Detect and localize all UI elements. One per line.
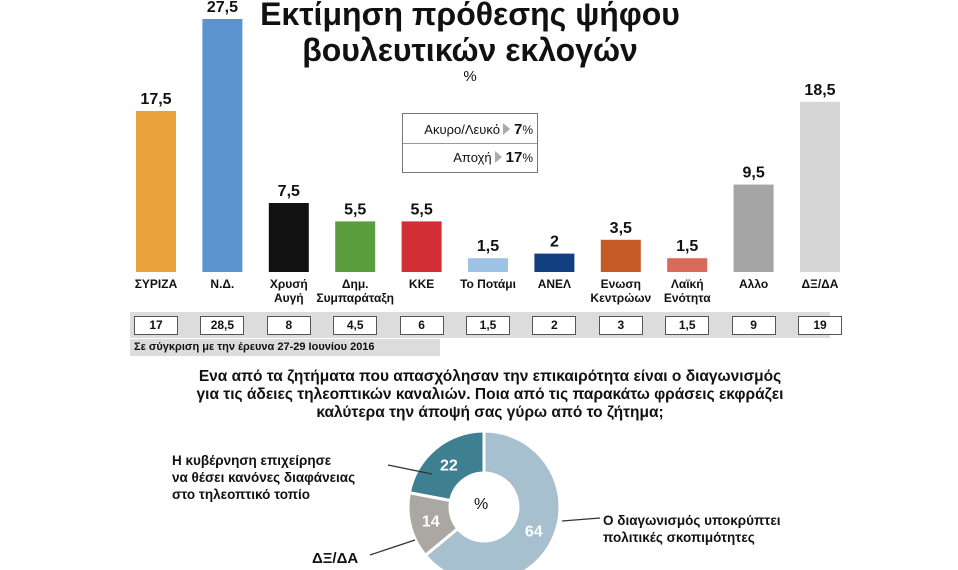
category-label: Αλλο — [739, 277, 768, 291]
legend-abstention: Αποχή 17% — [453, 145, 533, 169]
donut-slice-label: 64 — [525, 523, 543, 540]
legend-invalid-value: 7 — [513, 120, 523, 138]
label-line: Η κυβέρνηση επιχείρησε — [172, 453, 332, 468]
category-label: ΔΞ/ΔΑ — [802, 277, 839, 291]
legend-abstention-label: Αποχή — [453, 149, 492, 165]
category-label: Δημ. — [342, 277, 369, 291]
donut-slice-label: 14 — [422, 514, 440, 531]
previous-value: 2 — [532, 316, 577, 335]
bar-value-label: 5,5 — [344, 201, 366, 218]
category-label: Το Ποτάμι — [460, 277, 516, 291]
label-line: στο τηλεοπτικό τοπίο — [172, 487, 310, 502]
leader-line-na — [369, 539, 416, 556]
previous-value: 4,5 — [333, 316, 378, 335]
previous-value: 3 — [598, 316, 643, 335]
bar-value-label: 2 — [550, 234, 559, 251]
category-label: ΚΚΕ — [409, 277, 434, 291]
donut-slice-label: 22 — [440, 458, 458, 475]
triangle-icon — [502, 123, 510, 135]
bar — [202, 19, 243, 272]
bar-value-label: 3,5 — [610, 220, 632, 237]
donut-slice — [423, 429, 562, 570]
bar — [335, 221, 376, 272]
bar — [600, 239, 641, 272]
legend-box: Ακυρο/Λευκό 7% Αποχή 17% — [402, 113, 538, 173]
category-label: Αυγή — [274, 291, 304, 305]
legend-invalid-label: Ακυρο/Λευκό — [424, 121, 500, 137]
legend-invalid: Ακυρο/Λευκό 7% — [424, 117, 533, 141]
bar-value-label: 1,5 — [676, 238, 698, 255]
legend-divider — [403, 143, 537, 144]
chart-title-line2: βουλευτικών εκλογών — [302, 32, 638, 68]
label-line: Ο διαγωνισμός υποκρύπτει — [603, 513, 781, 528]
donut-center-label: % — [474, 496, 489, 513]
bar — [534, 253, 575, 272]
bar-value-label: 9,5 — [742, 165, 764, 182]
question-line: για τις άδειες τηλεοπτικών καναλιών. Ποι… — [196, 386, 784, 403]
previous-value: 9 — [731, 316, 776, 335]
bar-value-label: 27,5 — [207, 0, 238, 16]
leader-line-conceals — [561, 517, 601, 522]
category-label: Λαϊκή — [671, 277, 704, 291]
bar-value-label: 17,5 — [140, 91, 171, 108]
category-label: ΣΥΡΙΖΑ — [135, 277, 178, 291]
bar — [268, 203, 309, 272]
unit-label: % — [463, 68, 477, 85]
previous-value: 1,5 — [466, 316, 510, 335]
bar — [733, 184, 774, 272]
category-label: Συμπαράταξη — [316, 291, 394, 305]
survey-question: Ενα από τα ζητήματα που απασχόλησαν την … — [120, 368, 860, 422]
category-label: Κεντρώων — [590, 291, 651, 305]
triangle-icon — [494, 151, 502, 163]
previous-value: 17 — [134, 316, 178, 335]
label-line: να θέσει κανόνες διαφάνειας — [172, 470, 356, 485]
bar-value-label: 7,5 — [278, 183, 300, 200]
bar-value-label: 1,5 — [477, 238, 499, 255]
bar — [800, 101, 840, 272]
donut-slice — [406, 491, 460, 558]
pie-label-government: Η κυβέρνηση επιχείρησε να θέσει κανόνες … — [172, 452, 394, 503]
previous-value: 8 — [266, 316, 311, 335]
legend-invalid-unit: % — [522, 122, 533, 137]
bar-value-label: 18,5 — [804, 82, 835, 99]
bar — [468, 258, 508, 272]
category-label: Χρυσή — [270, 277, 308, 291]
chart-title-line1: Εκτίμηση πρόθεσης ψήφου — [260, 0, 680, 32]
bar — [401, 221, 442, 272]
comparison-note: Σε σύγκριση με την έρευνα 27-29 Ιουνίου … — [130, 339, 440, 356]
legend-abstention-unit: % — [522, 150, 533, 165]
previous-value: 1,5 — [665, 316, 710, 335]
donut-slice — [407, 429, 486, 503]
bar — [136, 111, 176, 272]
previous-value: 6 — [399, 316, 444, 335]
leader-line-government — [387, 464, 433, 475]
category-label: ΑΝΕΛ — [538, 277, 571, 291]
category-label: Ενότητα — [664, 291, 711, 305]
label-line: πολιτικές σκοπιμότητες — [603, 530, 755, 545]
previous-value: 28,5 — [200, 316, 245, 335]
question-line: Ενα από τα ζητήματα που απασχόλησαν την … — [198, 368, 782, 385]
question-line: καλύτερα την άποψή σας γύρω από το ζήτημ… — [316, 404, 664, 421]
category-label: Ν.Δ. — [210, 277, 234, 291]
pie-label-conceals: Ο διαγωνισμός υποκρύπτει πολιτικές σκοπι… — [603, 512, 843, 546]
bar — [667, 258, 708, 272]
pie-label-na: ΔΞ/ΔΑ — [312, 550, 359, 567]
previous-value: 19 — [798, 316, 842, 335]
category-label: Ενωση — [601, 277, 641, 291]
legend-abstention-value: 17 — [505, 148, 523, 166]
bar-value-label: 5,5 — [410, 201, 432, 218]
